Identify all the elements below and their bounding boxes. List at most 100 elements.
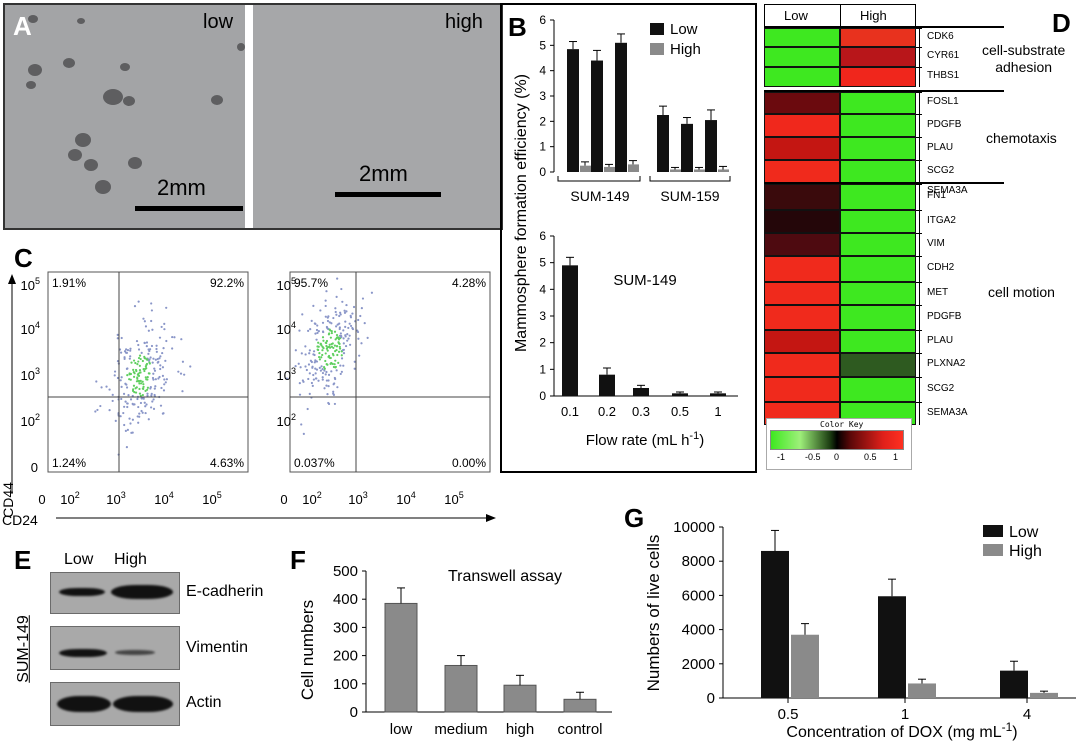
- scatter-point: [331, 362, 334, 365]
- scatter-point: [116, 333, 119, 336]
- panel-d-label: D: [1052, 8, 1071, 38]
- scatter-point: [165, 378, 168, 381]
- y-tick-label: 4000: [682, 622, 715, 639]
- x-tick-label: 102: [302, 490, 321, 507]
- scatter-point: [327, 379, 330, 382]
- bar-high: [694, 169, 705, 172]
- mammosphere-blobs: [26, 15, 245, 194]
- scatter-point: [162, 389, 166, 392]
- scatter-point: [329, 362, 332, 365]
- scatter-point: [328, 345, 331, 348]
- scatter-point: [348, 322, 351, 325]
- scatter-point: [324, 359, 327, 363]
- scatter-point: [183, 373, 186, 376]
- scatter-point: [140, 351, 143, 354]
- scatter-point: [325, 290, 328, 293]
- y-tick-label: 0: [539, 389, 546, 403]
- quadrant-ul: 95.7%: [294, 276, 328, 290]
- scatter-point: [333, 330, 337, 333]
- scatter-point: [136, 415, 139, 418]
- scatter-point: [335, 348, 338, 352]
- heatmap-cell-high: [840, 330, 916, 353]
- scatter-point: [145, 345, 148, 348]
- scatter-point: [149, 387, 152, 390]
- scatter-point: [144, 411, 147, 415]
- y-tick-label: 2000: [682, 656, 715, 673]
- scatter-point: [123, 423, 126, 427]
- scatter-point: [152, 372, 155, 375]
- scatter-point: [134, 368, 138, 372]
- scatter-point: [113, 370, 117, 373]
- gene-label: CDK6: [927, 30, 954, 42]
- scatter-point: [357, 337, 360, 340]
- quadrant-lr: 0.00%: [452, 456, 486, 470]
- scatter-point: [298, 393, 302, 396]
- scatter-point: [125, 446, 128, 449]
- scatter-point: [344, 320, 347, 323]
- scatter-point: [143, 401, 146, 404]
- heatmap-cell-low: [764, 184, 840, 210]
- y-tick-label: 300: [333, 619, 358, 636]
- heatmap-cell-high: [840, 67, 916, 87]
- heatmap-cell-low: [764, 47, 840, 67]
- heatmap-header-divider: [840, 4, 841, 28]
- y-tick-label: 103: [21, 366, 40, 383]
- legend-high: High: [1009, 543, 1042, 560]
- x-tick-label: 103: [348, 490, 367, 507]
- scatter-point: [329, 356, 332, 360]
- scatter-point: [328, 321, 331, 324]
- y-tick-label: 100: [333, 676, 358, 693]
- scatter-point: [340, 354, 343, 357]
- x-tick-label: medium: [434, 721, 487, 738]
- scatter-point: [113, 374, 116, 377]
- scatter-point: [348, 334, 351, 337]
- scatter-point: [152, 407, 156, 410]
- scatter-point: [335, 345, 339, 348]
- scatter-point: [321, 336, 325, 339]
- scatter-point: [342, 364, 345, 367]
- panel-a-divider: [245, 5, 253, 228]
- scatter-point: [311, 384, 314, 388]
- scatter-point: [142, 317, 145, 320]
- scatter-point: [308, 372, 311, 375]
- scatter-point: [349, 343, 352, 346]
- scatter-point: [321, 345, 324, 348]
- scatter-point: [343, 309, 346, 312]
- x-axis-label: CD24: [2, 512, 38, 528]
- group-divider: [764, 182, 1004, 184]
- scatter-point: [136, 397, 139, 401]
- scatter-point: [298, 329, 301, 332]
- scatter-point: [126, 428, 129, 431]
- scatter-point: [337, 350, 341, 353]
- scatter-point: [141, 411, 144, 414]
- bar-high: [1030, 692, 1058, 698]
- bar-high: [604, 166, 615, 172]
- scatter-point: [143, 320, 146, 323]
- scatter-point: [145, 367, 148, 370]
- scatter-point: [125, 386, 129, 389]
- scatter-point: [123, 405, 126, 408]
- bar: [672, 393, 688, 396]
- scatter-point: [152, 357, 155, 360]
- scatter-point: [148, 349, 151, 353]
- scatter-point: [150, 302, 153, 305]
- scatter-point: [163, 378, 166, 381]
- wb-row-vimentin: [50, 626, 180, 670]
- gene-label: FN1: [927, 190, 946, 201]
- x-tick-label: low: [390, 721, 413, 738]
- scatter-point: [123, 350, 127, 353]
- gene-label: SCG2: [927, 164, 955, 176]
- label-high: high: [445, 11, 483, 33]
- scatter-point: [129, 349, 132, 352]
- scatter-point: [94, 410, 97, 413]
- y-tick-label: 102: [21, 412, 40, 429]
- scatter-point: [123, 356, 126, 359]
- scatter-point: [108, 408, 111, 412]
- scatter-point: [126, 374, 129, 377]
- y-axis-label: Cell numbers: [298, 600, 317, 700]
- legend-low: Low: [1009, 524, 1039, 541]
- scatter-point: [304, 353, 307, 356]
- group-label: chemotaxis: [986, 130, 1057, 146]
- scatter-point: [330, 331, 333, 335]
- heatmap-cell-high: [840, 282, 916, 305]
